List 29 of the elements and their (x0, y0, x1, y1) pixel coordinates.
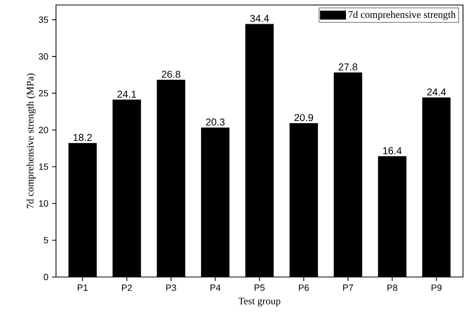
x-tick-label: P8 (387, 284, 398, 291)
x-tick-label: P4 (210, 284, 220, 291)
data-label: 18.2 (74, 134, 92, 141)
data-label: 34.4 (250, 14, 269, 22)
x-tick-label: P6 (298, 284, 309, 291)
x-tick-label: P5 (254, 284, 265, 291)
data-label: 20.9 (294, 114, 313, 122)
y-tick-label: 30 (38, 53, 48, 60)
x-axis-title: Test group (238, 298, 280, 306)
x-tick-label: P7 (343, 284, 354, 291)
y-tick-label: 10 (39, 200, 48, 207)
y-tick-label: 15 (39, 164, 48, 170)
x-tick-label: P1 (78, 284, 88, 291)
data-label: 27.8 (338, 63, 358, 70)
y-tick-label: 35 (38, 16, 48, 23)
data-label: 24.1 (118, 90, 136, 98)
y-tick-label: 5 (44, 237, 48, 244)
x-tick-label: P9 (432, 284, 442, 291)
y-tick-label: 0 (44, 274, 48, 280)
data-label: 26.8 (162, 70, 180, 78)
y-tick-label: 20 (38, 126, 48, 134)
x-tick-label: P3 (166, 284, 176, 291)
x-tick-label: P2 (122, 284, 132, 291)
data-label: 16.4 (383, 147, 402, 154)
y-axis-title: 7d comprehensive strength (MPa) (26, 74, 36, 208)
y-tick-label: 25 (38, 90, 48, 96)
data-label: 20.3 (206, 118, 225, 126)
data-label: 24.4 (427, 88, 446, 96)
legend-label: 7d comprehensive strength (348, 10, 456, 20)
